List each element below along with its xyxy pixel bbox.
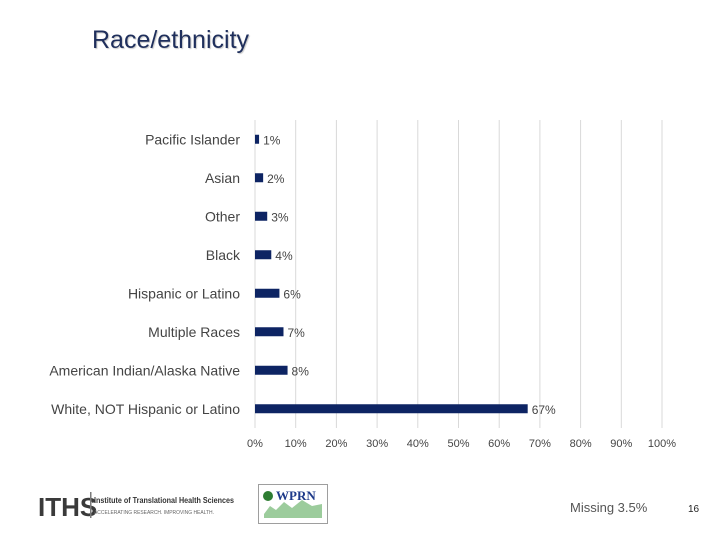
bar [255,250,272,260]
bar [255,327,284,337]
data-label: 7% [287,326,305,340]
wprn-logo: WPRN [258,484,328,524]
x-tick-label: 20% [325,438,347,450]
category-label: Black [206,247,241,263]
bar-chart: 0% 10% 20% 30% 40% 50% 60% 70% 80% 90% 100% Pacific… [49,120,676,450]
page-title: Race/ethnicity [92,26,250,54]
category-label: American Indian/Alaska Native [49,362,240,378]
data-label: 67% [532,403,556,417]
iths-logo-tagline: ACCELERATING RESEARCH. IMPROVING HEALTH. [94,510,214,516]
wprn-logo-mark: WPRN [276,488,316,503]
bar [255,173,264,183]
x-tick-label: 40% [407,438,429,450]
category-label: Other [205,208,240,224]
x-tick-label: 90% [610,438,632,450]
bar [255,404,528,414]
data-label: 3% [271,210,289,224]
data-label: 6% [283,287,301,301]
data-label: 2% [267,172,285,186]
iths-logo: ITHS Institute of Translational Health S… [38,492,234,522]
missing-note: Missing 3.5% [570,500,648,515]
x-tick-label: 60% [488,438,510,450]
data-label: 8% [292,364,310,378]
x-tick-label: 50% [447,438,469,450]
category-label: Hispanic or Latino [128,285,240,301]
category-label: Multiple Races [148,324,240,340]
data-label: 4% [275,249,293,263]
x-tick-label: 80% [570,438,592,450]
bar [255,211,268,221]
bar [255,134,260,144]
x-tick-label: 10% [285,438,307,450]
category-label: White, NOT Hispanic or Latino [51,401,240,417]
category-label: Pacific Islander [145,131,240,147]
x-tick-label: 70% [529,438,551,450]
x-tick-label: 30% [366,438,388,450]
iths-logo-name: Institute of Translational Health Scienc… [94,495,234,505]
category-label: Asian [205,170,240,186]
page-number: 16 [688,504,700,515]
data-label: 1% [263,133,281,147]
iths-logo-mark: ITHS [38,492,97,522]
bar [255,288,280,298]
x-tick-label: 100% [648,438,676,450]
x-tick-label: 0% [247,438,263,450]
bar [255,365,288,375]
